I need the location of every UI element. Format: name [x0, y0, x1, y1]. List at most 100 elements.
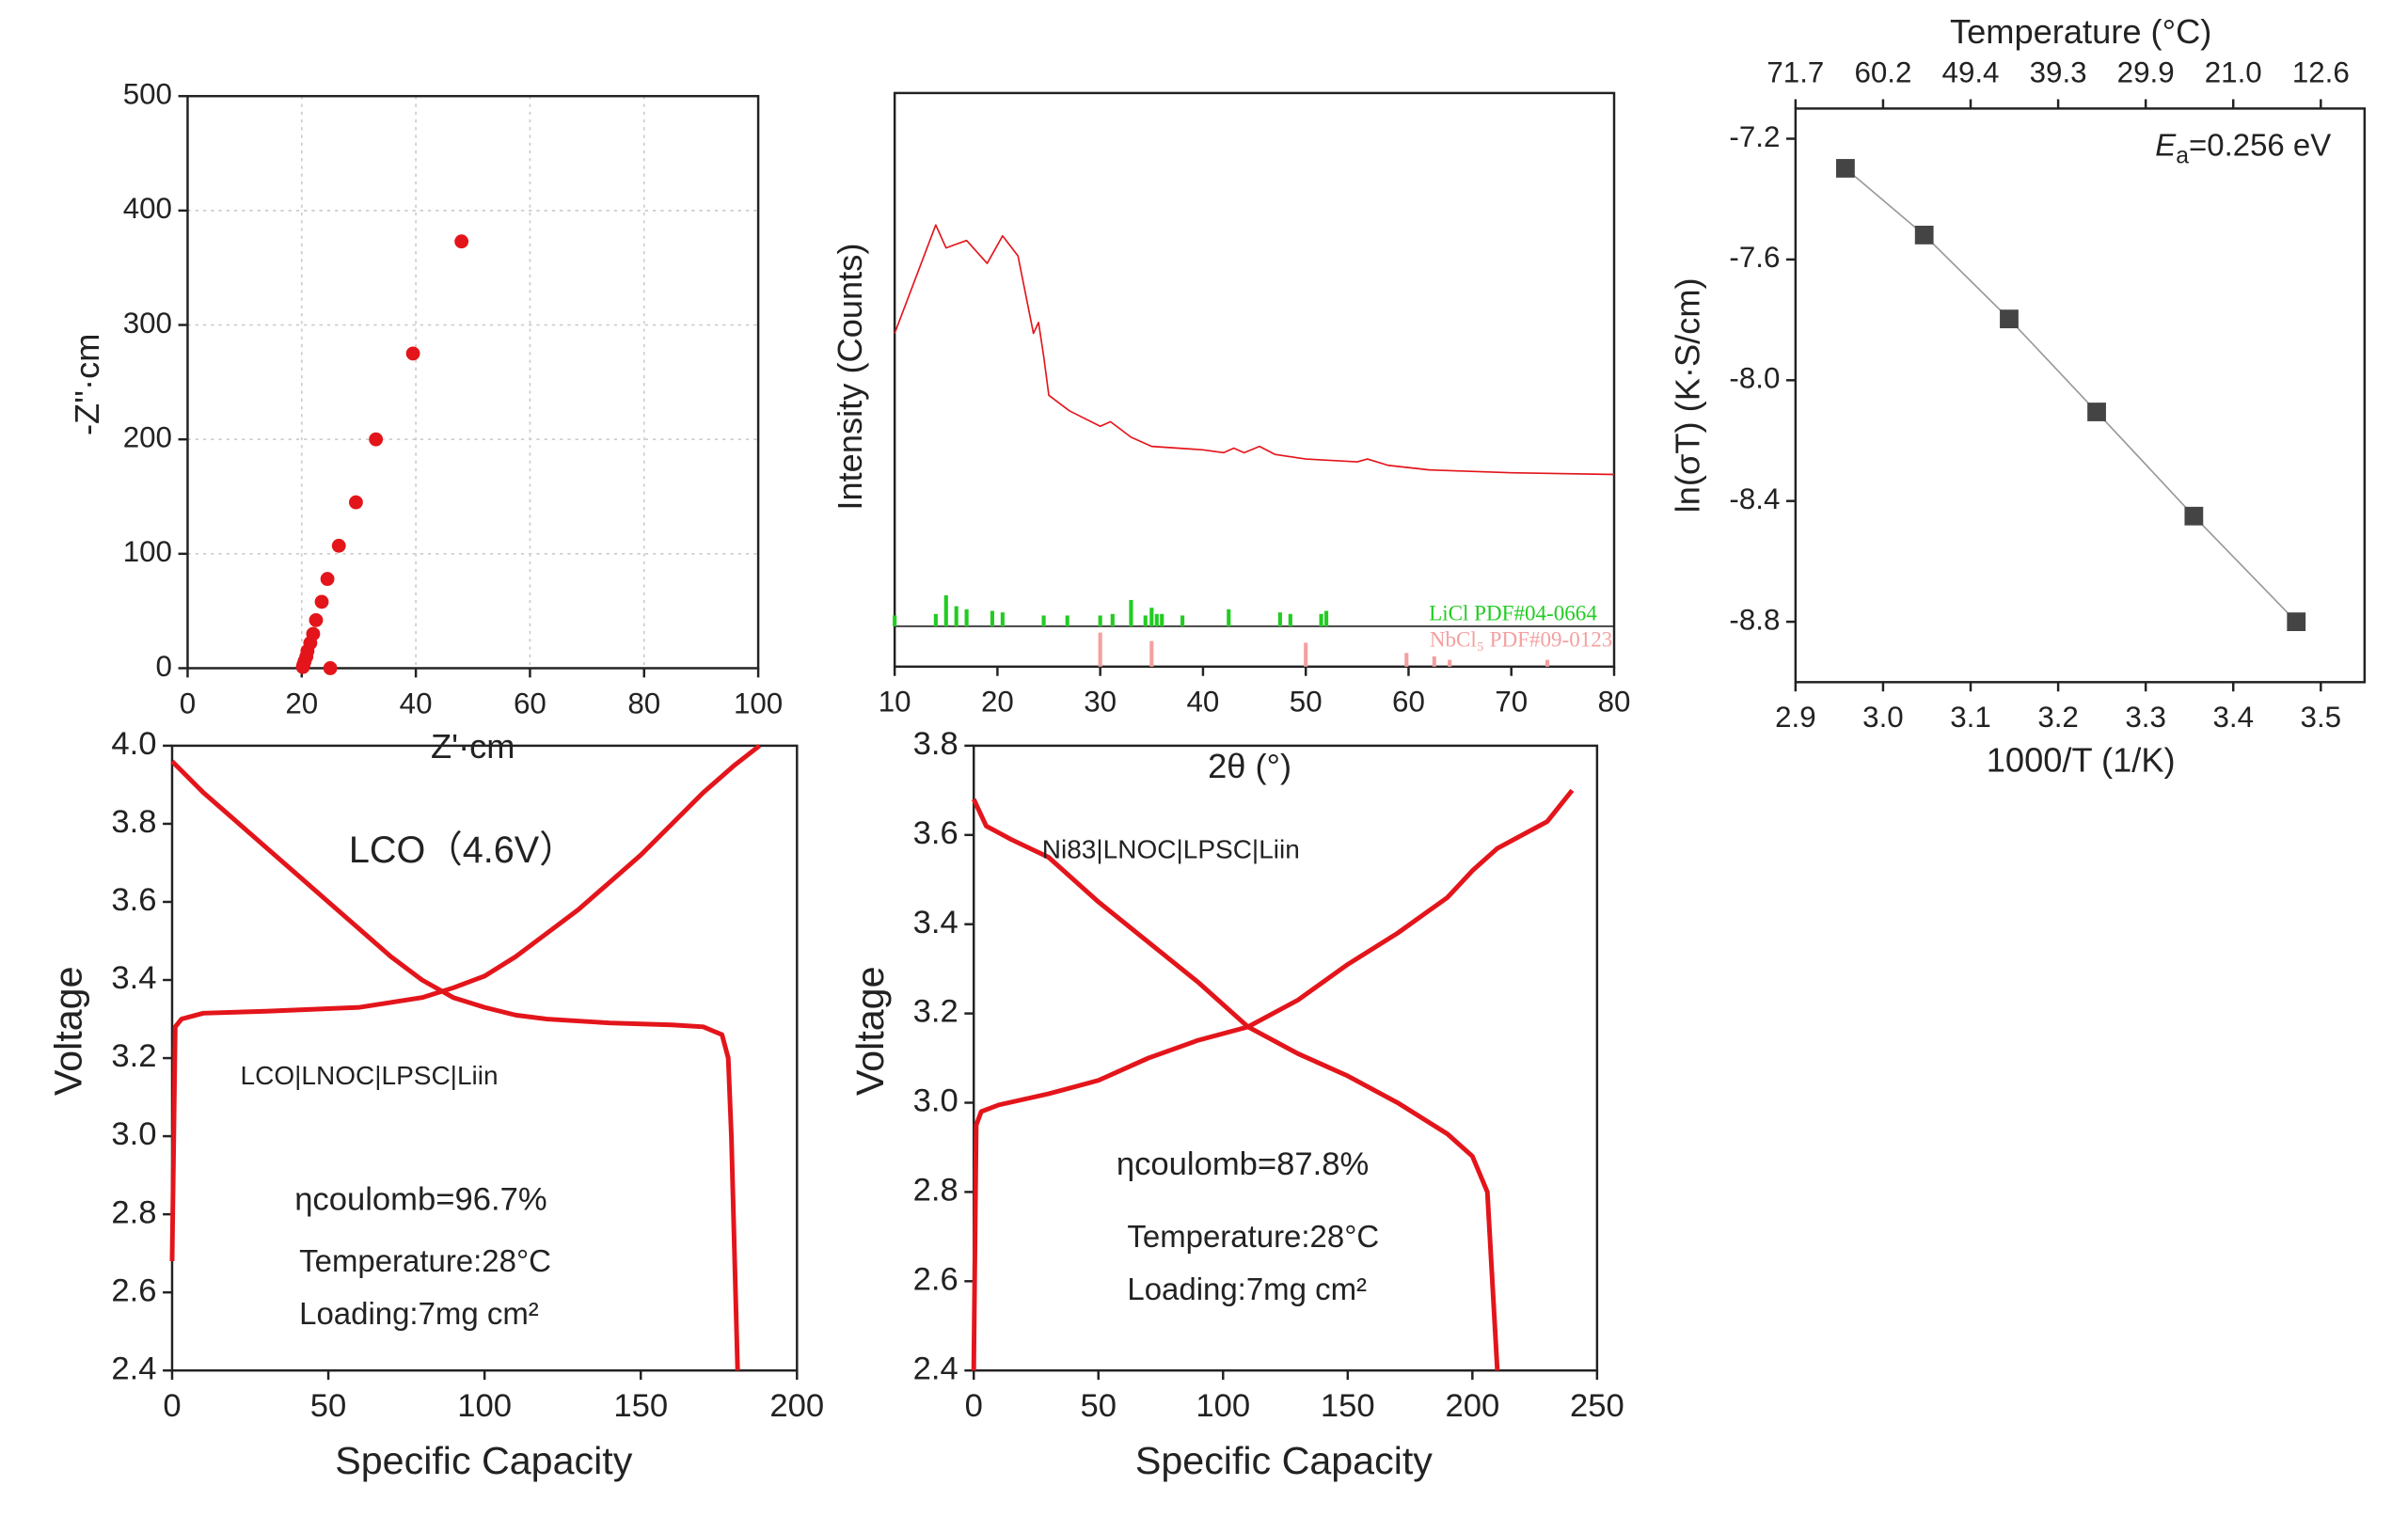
x-tick-label: 100: [457, 1388, 512, 1424]
x-tick-label: 40: [400, 687, 433, 719]
x2-tick-label: 12.6: [2292, 55, 2350, 88]
scatter-point: [331, 538, 346, 553]
data-marker: [2287, 612, 2306, 632]
y-tick-label: 3.4: [913, 905, 958, 940]
scatter-point: [405, 346, 420, 361]
annotation: Temperature:28°C: [1127, 1219, 1379, 1254]
x-axis-label: Specific Capacity: [335, 1439, 632, 1482]
y-tick-label: 3.6: [111, 882, 156, 918]
annotation: ηcoulomb=96.7%: [294, 1182, 547, 1218]
y-tick-label: -8.0: [1729, 362, 1780, 395]
y-tick-label: 200: [123, 420, 172, 453]
plot-frame: [972, 744, 1599, 1372]
x-tick-label: 0: [965, 1388, 983, 1424]
plot-frame: [170, 744, 799, 1372]
panel: 2.9 3.0 3.1 3.2 3.3 3.4 3.5 71.7 60.2 49.4 39.3 29.…: [1668, 12, 2367, 780]
scatter-point: [348, 495, 363, 510]
scatter-point: [314, 594, 329, 609]
y-tick-label: 2.6: [913, 1261, 958, 1297]
y-axis-label: Voltage: [47, 966, 90, 1095]
x-tick-label: 3.0: [1862, 701, 1904, 734]
y-tick-label: 3.2: [913, 994, 958, 1030]
x2-axis-label: Temperature (°C): [1950, 12, 2211, 51]
y-tick-label: 400: [123, 192, 172, 225]
y-tick-label: 3.4: [111, 960, 156, 996]
y-tick-label: 2.8: [913, 1173, 958, 1209]
data-line: [170, 759, 740, 1371]
y-tick-label: 500: [123, 77, 172, 110]
y-tick-label: 2.8: [111, 1194, 156, 1230]
panel: 0 50 100 150 200 2.4 2.6 2.8 3.0 3.2 3.4 3.6 3.8 4.0 S…: [47, 726, 824, 1482]
plot-frame: [893, 91, 1616, 669]
y-tick-label: 3.0: [111, 1116, 156, 1152]
data-marker: [1836, 159, 1855, 178]
x-tick-label: 50: [1080, 1388, 1117, 1424]
x2-tick-label: 21.0: [2205, 55, 2262, 88]
data-marker: [2000, 309, 2019, 329]
x-tick-label: 0: [180, 687, 196, 719]
x-tick-label: 3.1: [1950, 701, 1991, 734]
y-tick-label: 4.0: [111, 726, 156, 762]
panel: 10 20 30 40 50 60 70 80 2θ (°) Intensity (Counts)…: [831, 91, 1631, 785]
annotation: Loading:7mg cm²: [299, 1296, 539, 1331]
x-tick-label: 80: [1598, 686, 1631, 719]
scatter-point: [369, 432, 384, 447]
y-tick-label: 3.2: [111, 1038, 156, 1074]
x2-tick-label: 29.9: [2117, 55, 2175, 88]
y-axis-label: ln(σT) (K·S/cm): [1668, 277, 1706, 513]
x-tick-label: 3.5: [2301, 701, 2342, 734]
panel: 0 50 100 150 200 250 2.4 2.6 2.8 3.0 3.2 3.4 3.6 3.8 S…: [848, 726, 1624, 1482]
y-tick-label: 2.4: [111, 1351, 156, 1386]
annotation: LCO（4.6V）: [349, 830, 577, 871]
x2-tick-label: 39.3: [2030, 55, 2087, 88]
x-tick-label: 10: [879, 686, 911, 719]
x-tick-label: 40: [1187, 686, 1220, 719]
annotation: LCO|LNOC|LPSC|Liin: [241, 1061, 499, 1090]
x-tick-label: 60: [514, 687, 547, 719]
y-tick-label: -8.4: [1729, 482, 1780, 515]
annotation-symbol: E: [2155, 127, 2177, 162]
reference-label: LiCl PDF#04-0664: [1429, 601, 1597, 625]
annotation: Loading:7mg cm²: [1127, 1272, 1367, 1306]
x-tick-label: 3.4: [2212, 701, 2254, 734]
data-marker: [2184, 506, 2204, 526]
annotation-text: =0.256 eV: [2189, 127, 2331, 162]
plot-frame: [186, 94, 760, 670]
scatter-point: [295, 659, 310, 674]
x2-tick-label: 71.7: [1766, 55, 1824, 88]
data-marker: [2087, 403, 2106, 421]
x-axis-label: 2θ (°): [1208, 747, 1291, 785]
y-tick-label: 2.4: [913, 1351, 958, 1386]
x-axis-label: 1000/T (1/K): [1987, 741, 2176, 780]
y-tick-label: 3.0: [913, 1083, 958, 1119]
y-axis-label: Intensity (Counts): [831, 244, 869, 511]
x-tick-label: 2.9: [1775, 701, 1816, 734]
x-tick-label: 50: [1290, 686, 1323, 719]
annotation: Ni83|LNOC|LPSC|Liin: [1042, 834, 1300, 863]
y-tick-label: 3.6: [913, 815, 958, 851]
data-line: [971, 788, 1575, 1371]
data-line: [1845, 167, 2297, 623]
x-tick-label: 30: [1084, 686, 1117, 719]
x-tick-label: 50: [310, 1388, 347, 1424]
x-tick-label: 150: [613, 1388, 668, 1424]
y-tick-label: -7.6: [1729, 241, 1780, 274]
scatter-point: [309, 612, 324, 627]
annotation-subscript: a: [2176, 143, 2189, 168]
data-line: [971, 798, 1500, 1371]
x-tick-label: 20: [285, 687, 318, 719]
x-tick-label: 250: [1570, 1388, 1624, 1424]
x2-tick-label: 60.2: [1854, 55, 1911, 88]
y-tick-label: 0: [156, 650, 172, 683]
scatter-point: [323, 661, 338, 675]
plot-frame: [1794, 107, 2367, 684]
y-axis-label: -Z''·cm: [68, 334, 106, 435]
x-tick-label: 0: [163, 1388, 181, 1424]
y-tick-label: -8.8: [1729, 603, 1780, 636]
data-line: [894, 224, 1615, 476]
y-tick-label: 2.6: [111, 1272, 156, 1308]
x-tick-label: 60: [1392, 686, 1425, 719]
data-marker: [1914, 226, 1934, 245]
